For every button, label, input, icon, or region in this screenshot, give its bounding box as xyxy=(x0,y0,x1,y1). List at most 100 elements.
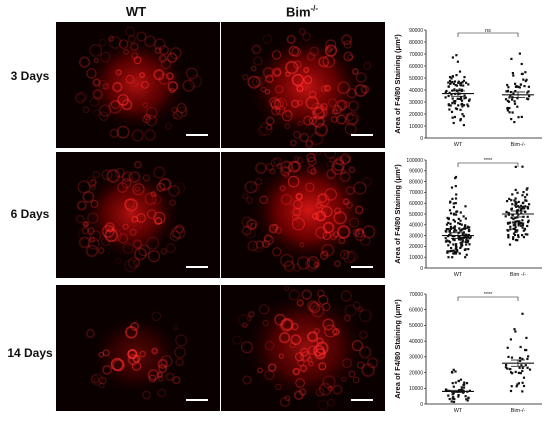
data-point xyxy=(452,252,455,255)
data-point xyxy=(516,105,519,108)
data-point xyxy=(517,200,520,203)
data-point xyxy=(521,390,524,393)
row-label-6-days: 6 Days xyxy=(10,207,50,221)
data-point xyxy=(454,381,457,384)
data-point xyxy=(452,212,456,215)
data-point xyxy=(513,221,516,224)
data-point xyxy=(463,227,466,230)
scale-bar-3d-wt xyxy=(186,134,208,136)
data-point xyxy=(515,385,518,388)
data-point xyxy=(455,210,458,213)
data-point xyxy=(449,226,453,229)
data-point xyxy=(454,197,458,200)
data-point xyxy=(466,241,469,244)
data-point xyxy=(528,368,532,371)
data-point xyxy=(526,366,529,369)
y-tick-label: 50000 xyxy=(409,323,423,329)
y-tick-label: 30000 xyxy=(409,233,423,239)
data-point xyxy=(452,82,455,85)
data-point xyxy=(457,222,460,225)
data-point xyxy=(464,217,467,220)
data-point xyxy=(516,220,519,223)
dot-plot-3-days-svg: Area of F4/80 Staining (μm²) 0 10000 20000 3… xyxy=(393,28,542,148)
data-point xyxy=(454,84,457,87)
data-point xyxy=(457,104,460,107)
data-point xyxy=(461,232,464,236)
data-point xyxy=(451,397,454,400)
data-point xyxy=(513,227,516,230)
data-point xyxy=(444,91,447,94)
data-point xyxy=(466,225,469,228)
data-point xyxy=(454,202,457,205)
data-point xyxy=(514,200,517,203)
data-point xyxy=(522,384,526,388)
data-point xyxy=(509,338,512,341)
scale-bar-6d-wt xyxy=(186,266,208,268)
data-point xyxy=(511,213,514,217)
data-point xyxy=(464,96,467,99)
data-point xyxy=(467,83,470,86)
data-point xyxy=(522,236,525,239)
data-point xyxy=(447,228,450,231)
data-point xyxy=(516,205,520,208)
y-axis-label: Area of F4/80 Staining (μm²) xyxy=(393,164,402,264)
data-point xyxy=(464,240,467,243)
data-point xyxy=(526,215,529,218)
data-point xyxy=(459,84,462,87)
data-point xyxy=(522,201,525,204)
micrograph-14d-wt xyxy=(56,285,220,411)
micrograph-6d-wt xyxy=(56,152,220,278)
data-point xyxy=(447,85,450,88)
data-point xyxy=(514,165,517,168)
data-point xyxy=(449,201,452,204)
data-point xyxy=(511,111,514,114)
data-point xyxy=(517,85,520,89)
data-point xyxy=(451,382,454,385)
data-point xyxy=(467,233,470,237)
data-point xyxy=(513,100,516,103)
data-point xyxy=(447,256,450,259)
column-header-bim-label: Bim xyxy=(285,4,311,20)
data-point xyxy=(505,90,508,93)
data-point xyxy=(521,234,524,237)
column-header-bim-superscript: -/- xyxy=(310,4,319,13)
data-point xyxy=(459,119,462,122)
data-point xyxy=(463,94,466,97)
data-point xyxy=(463,381,466,384)
y-tick-label: 70000 xyxy=(409,292,423,298)
y-tick-label: 30000 xyxy=(409,355,423,361)
x-tick-label: Bim -/- xyxy=(510,272,526,278)
data-point xyxy=(458,252,461,255)
data-point xyxy=(461,241,464,244)
data-point xyxy=(519,83,522,86)
data-point xyxy=(528,203,531,206)
data-point xyxy=(517,224,520,227)
data-point xyxy=(508,367,511,371)
data-point xyxy=(457,394,460,397)
data-point xyxy=(520,62,523,66)
data-point xyxy=(523,85,526,88)
data-point xyxy=(449,212,453,215)
data-point xyxy=(507,86,510,89)
y-tick-label: 80000 xyxy=(409,40,423,46)
data-point xyxy=(459,238,462,241)
dot-plot-6-days: Area of F4/80 Staining (μm²) 0 10000 20000 3… xyxy=(392,152,550,280)
data-point xyxy=(504,98,508,101)
data-point xyxy=(516,85,519,88)
data-point xyxy=(516,211,519,214)
data-point xyxy=(452,368,455,371)
y-tick-label: 70000 xyxy=(409,190,423,196)
data-point xyxy=(457,238,461,241)
data-point xyxy=(454,250,457,253)
data-point xyxy=(458,88,461,91)
data-point xyxy=(450,247,453,250)
data-point xyxy=(514,197,517,200)
data-point xyxy=(453,80,457,83)
micrograph-3d-wt xyxy=(56,22,220,148)
data-point xyxy=(521,381,524,384)
data-point xyxy=(521,369,524,373)
data-point xyxy=(448,209,452,212)
data-point xyxy=(513,121,516,124)
data-point xyxy=(459,219,462,222)
data-point xyxy=(513,328,516,331)
